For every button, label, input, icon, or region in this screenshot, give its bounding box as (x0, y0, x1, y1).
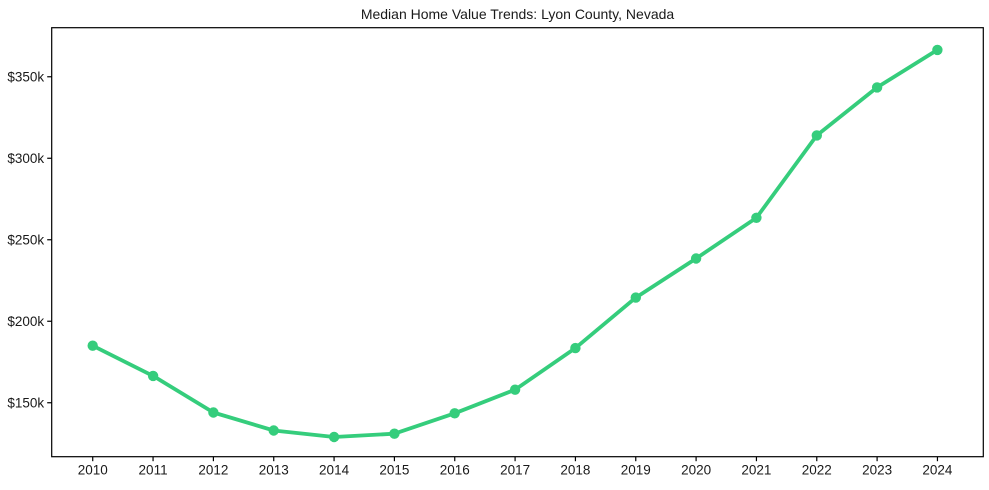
x-tick-label: 2022 (802, 463, 832, 478)
y-tick-label: $250k (7, 232, 44, 247)
data-point-2016 (449, 408, 460, 419)
plot-border (51, 27, 984, 458)
data-point-2019 (630, 292, 641, 303)
x-tick-label: 2017 (500, 463, 530, 478)
y-tick-label: $200k (7, 314, 44, 329)
data-point-2021 (751, 212, 762, 223)
data-point-2023 (871, 82, 883, 93)
x-tick-label: 2018 (560, 463, 590, 478)
data-point-2014 (328, 431, 340, 443)
data-point-2011 (147, 370, 159, 382)
data-point-2020 (690, 253, 702, 264)
y-tick-label: $300k (7, 151, 44, 166)
data-point-2015 (389, 428, 400, 439)
x-tick-label: 2020 (681, 463, 711, 478)
x-tick-label: 2015 (379, 463, 409, 478)
data-point-2017 (509, 384, 521, 395)
x-tick-label: 2021 (741, 463, 771, 478)
x-tick-label: 2016 (440, 463, 470, 478)
y-tick-label: $150k (7, 395, 44, 410)
x-tick-label: 2023 (862, 463, 892, 478)
data-point-2024 (932, 44, 943, 56)
x-tick-label: 2013 (259, 463, 289, 478)
x-tick-label: 2014 (319, 463, 350, 478)
x-tick-label: 2012 (198, 463, 228, 478)
data-point-2018 (570, 342, 581, 354)
data-point-2013 (268, 425, 279, 436)
y-tick-label: $350k (7, 69, 44, 84)
x-tick-label: 2011 (139, 463, 168, 478)
data-point-2010 (87, 340, 98, 351)
x-tick-label: 2024 (922, 463, 953, 478)
x-tick-label: 2019 (621, 463, 651, 478)
chart-title: Median Home Value Trends: Lyon County, N… (360, 6, 675, 22)
trend-line (90, 48, 940, 439)
data-point-2022 (811, 130, 822, 141)
data-point-2012 (208, 407, 219, 418)
x-tick-label: 2010 (78, 463, 108, 478)
